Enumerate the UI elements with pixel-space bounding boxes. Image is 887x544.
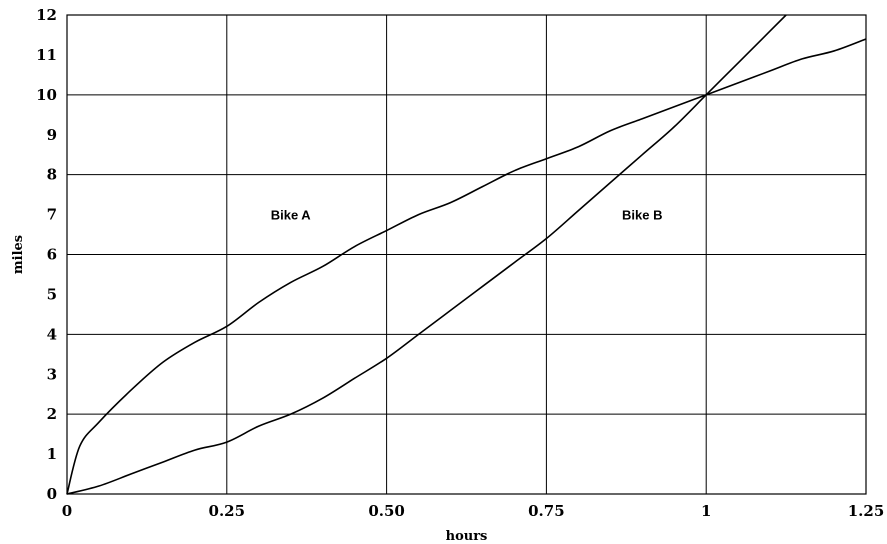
y-tick-label: 11: [36, 46, 57, 64]
x-tick-label: 0.75: [528, 502, 565, 520]
x-tick-label: 0.25: [209, 502, 246, 520]
y-tick-label: 7: [47, 206, 57, 224]
series-line-bike-a: [66, 38, 867, 495]
x-tick-label: 0.50: [368, 502, 405, 520]
plot-frame: [66, 14, 867, 495]
x-tick-label: 1: [701, 502, 711, 520]
x-tick-label: 1.25: [848, 502, 885, 520]
series-annotations: Bike A Bike B: [271, 208, 663, 223]
series-line-bike-b: [66, 14, 787, 495]
grid: [66, 14, 867, 495]
y-tick-label: 8: [47, 166, 57, 184]
y-tick-label: 5: [47, 285, 57, 303]
y-tick-label: 2: [47, 405, 57, 423]
x-tick-label: 0: [62, 502, 72, 520]
y-tick-label: 9: [47, 126, 57, 144]
series-group: [66, 14, 867, 495]
y-tick-label: 10: [36, 86, 57, 104]
y-axis-label: miles: [11, 235, 26, 274]
x-axis-label: hours: [446, 529, 488, 544]
y-tick-label: 6: [47, 246, 57, 264]
series-label-bike-b: Bike B: [622, 208, 662, 223]
y-tick-label: 3: [47, 365, 57, 383]
y-tick-label: 0: [47, 485, 57, 503]
y-tick-label: 4: [47, 325, 57, 343]
series-label-bike-a: Bike A: [271, 208, 312, 223]
y-tick-label: 12: [36, 6, 57, 24]
y-tick-label: 1: [47, 445, 57, 463]
